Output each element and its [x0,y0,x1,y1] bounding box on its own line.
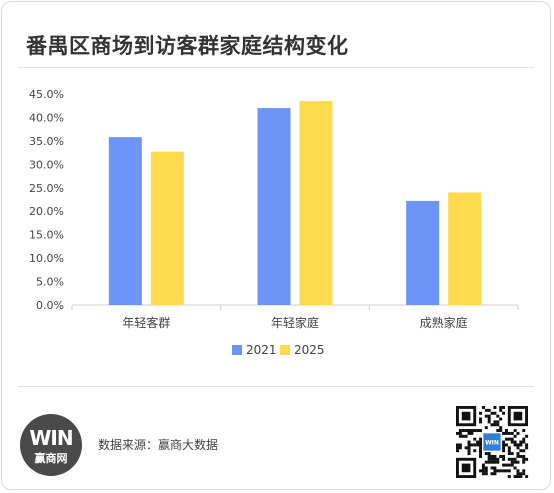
title-divider [18,67,534,68]
data-source: 数据来源：赢商大数据 [98,438,219,452]
legend-label-2025: 2025 [294,343,325,357]
qr-center-label: WIN [485,440,499,447]
y-tick-label: 25.0% [29,182,64,195]
bar-2025-2 [448,192,482,305]
bar-2021-2 [406,200,440,305]
bar-2025-0 [150,151,184,305]
y-tick-label: 30.0% [29,158,64,171]
y-tick-label: 40.0% [29,111,64,124]
bar-2021-0 [108,137,142,305]
y-tick-label: 15.0% [29,229,64,242]
x-category-label: 年轻客群 [122,315,170,330]
y-tick-label: 20.0% [29,205,64,218]
footer-divider [18,386,534,387]
winshang-logo: WIN 赢商网 [20,414,82,476]
logo-text: 赢商网 [34,452,68,465]
chart-title: 番禺区商场到访客群家庭结构变化 [26,34,349,58]
qr-code[interactable]: WIN [453,406,531,478]
y-tick-label: 10.0% [29,252,64,265]
x-category-label: 年轻家庭 [271,315,319,330]
legend-swatch-2025 [280,345,290,355]
bar-2025-1 [299,101,333,306]
legend-swatch-2021 [232,345,242,355]
logo-mark: WIN [29,426,73,450]
y-tick-label: 45.0% [29,88,64,101]
y-tick-label: 5.0% [36,276,64,289]
y-tick-label: 35.0% [29,135,64,148]
y-tick-label: 0.0% [36,299,64,312]
x-category-label: 成熟家庭 [420,315,468,330]
bar-2021-1 [257,108,291,305]
legend-label-2021: 2021 [246,343,277,357]
